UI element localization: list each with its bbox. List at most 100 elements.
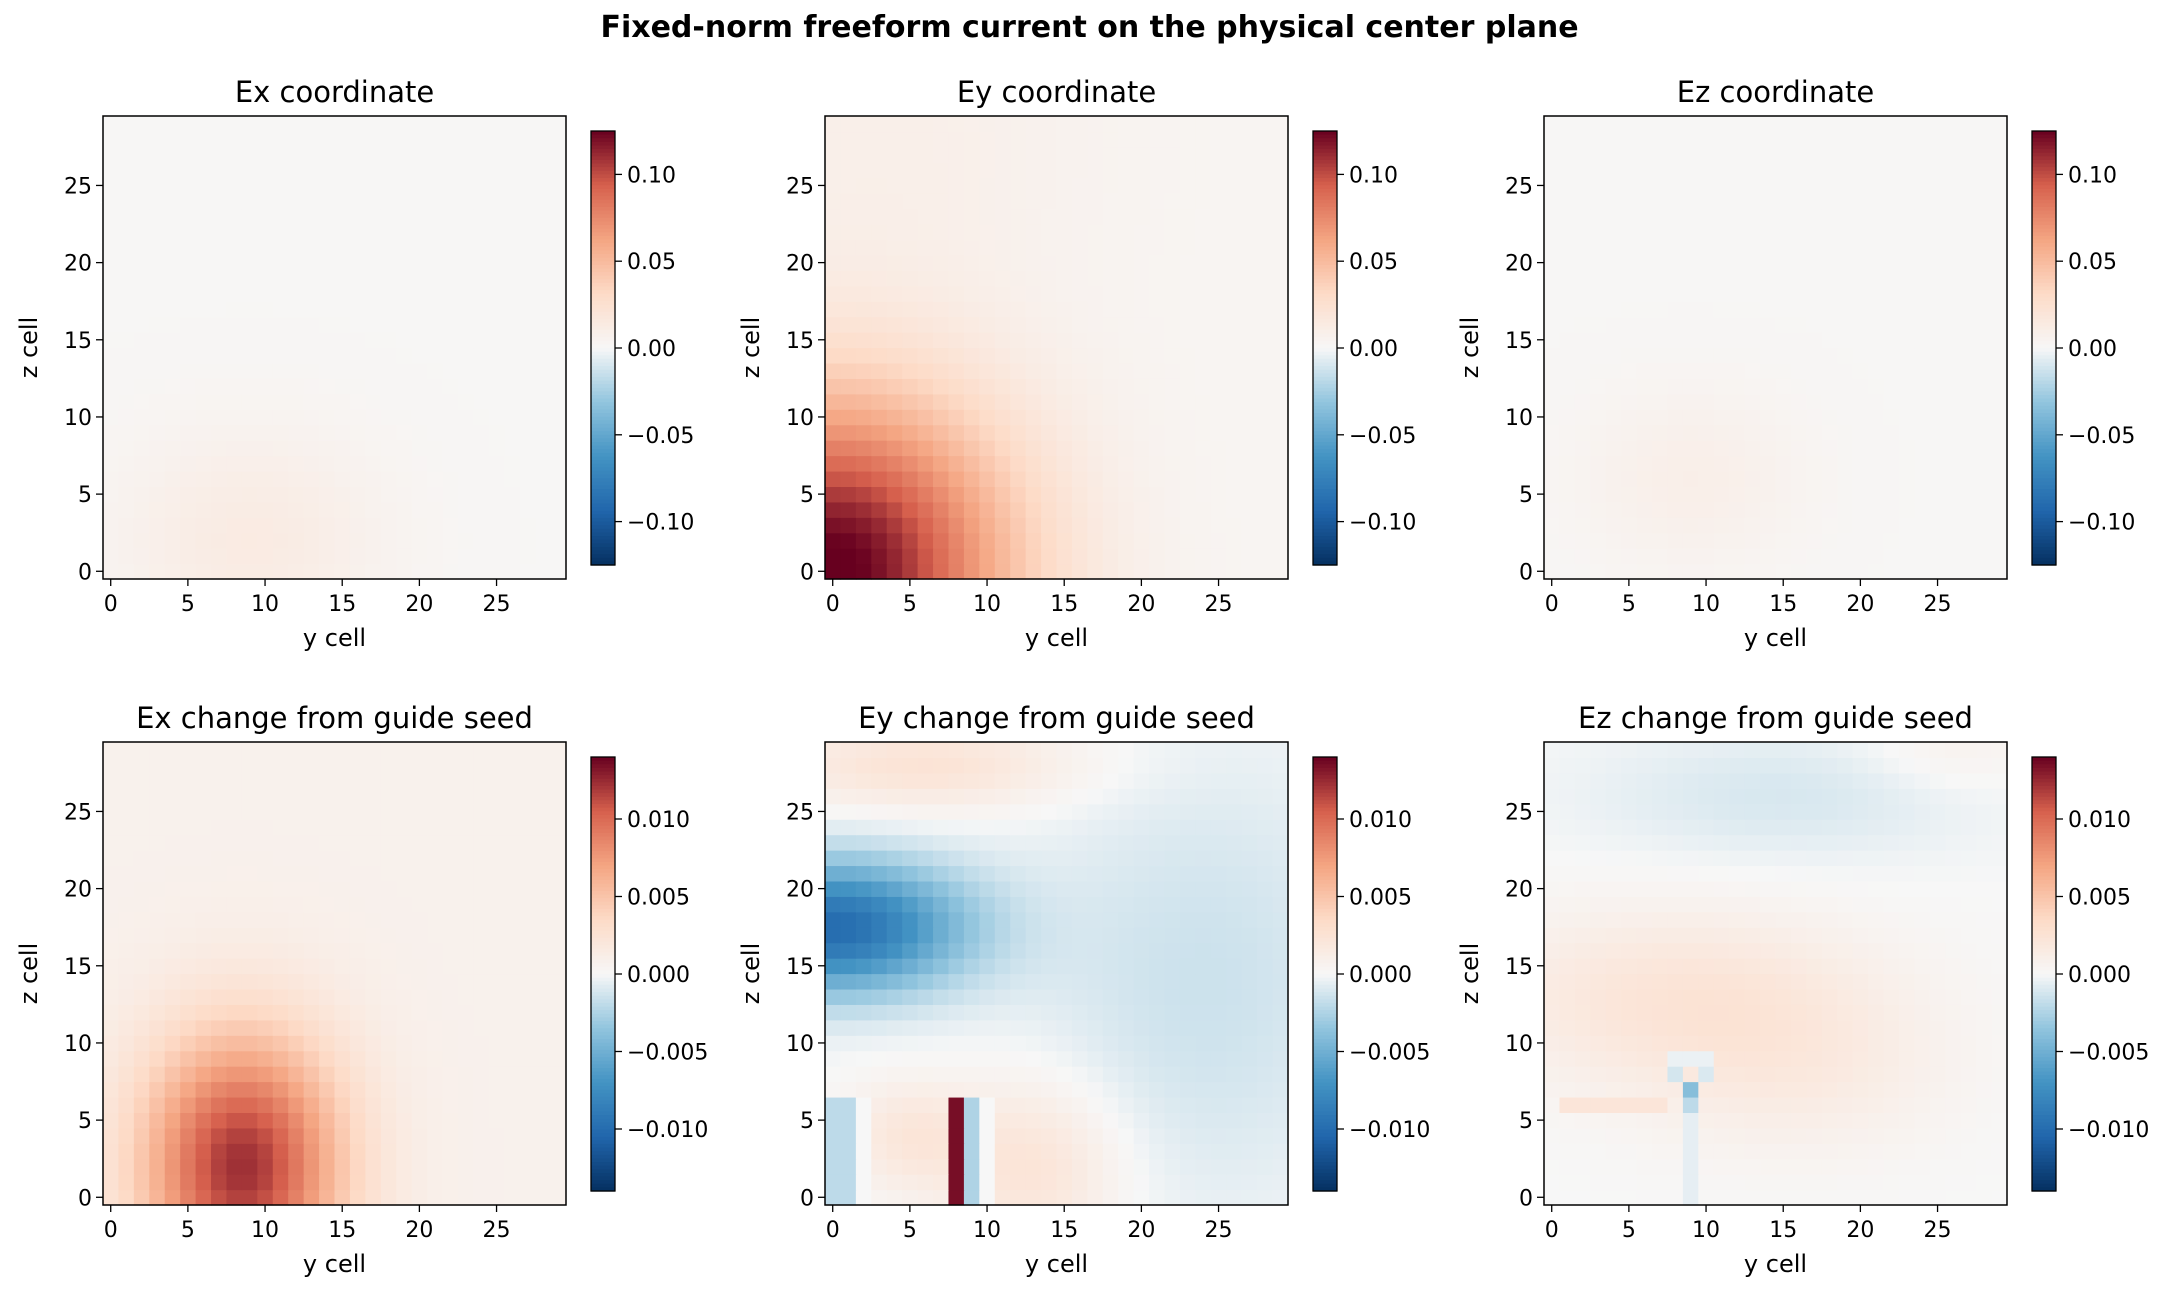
heatmap-cell	[1806, 501, 1823, 518]
heatmap-cell	[1025, 548, 1042, 565]
heatmap-cell	[180, 1112, 197, 1129]
heatmap-cell	[1071, 1004, 1088, 1021]
heatmap-cell	[1790, 347, 1807, 364]
colorbar-segment	[591, 1010, 615, 1015]
heatmap-cell	[979, 440, 996, 457]
heatmap-cell	[257, 362, 274, 379]
heatmap-cell	[1179, 865, 1196, 882]
heatmap-cell	[1852, 254, 1869, 271]
heatmap-cell	[519, 378, 536, 395]
heatmap-cell	[149, 1004, 166, 1021]
heatmap-cell	[1852, 501, 1869, 518]
heatmap-cell	[241, 532, 258, 549]
y-tick-label: 5	[78, 483, 92, 508]
heatmap-cell	[1698, 440, 1715, 457]
y-tick-label: 20	[64, 878, 92, 903]
heatmap-cell	[1164, 548, 1181, 565]
heatmap-cell	[1241, 1174, 1258, 1191]
heatmap-cell	[519, 347, 536, 364]
heatmap-cell	[1868, 239, 1885, 256]
colorbar-segment	[591, 948, 615, 953]
heatmap-cell	[886, 501, 903, 518]
heatmap-cell	[1102, 1096, 1119, 1113]
heatmap-cell	[963, 116, 980, 133]
heatmap-cell	[1195, 393, 1212, 410]
heatmap-cell	[319, 742, 336, 759]
heatmap-cell	[241, 911, 258, 928]
heatmap-cell	[473, 362, 490, 379]
heatmap-cell	[902, 1081, 919, 1098]
heatmap-cell	[1071, 988, 1088, 1005]
heatmap-cell	[319, 486, 336, 503]
heatmap-cell	[442, 393, 459, 410]
heatmap-cell	[1226, 927, 1243, 944]
heatmap-cell	[319, 332, 336, 349]
heatmap-cell	[303, 146, 320, 163]
heatmap-cell	[1025, 424, 1042, 441]
heatmap-cell	[994, 1112, 1011, 1129]
colorbar-segment	[1313, 528, 1337, 534]
heatmap-cell	[1257, 1096, 1274, 1113]
heatmap-cell	[871, 177, 888, 194]
heatmap-cell	[118, 470, 135, 487]
heatmap-cell	[1868, 424, 1885, 441]
heatmap-cell	[411, 958, 428, 975]
colorbar-segment	[591, 908, 615, 914]
heatmap-cell	[195, 1127, 212, 1144]
heatmap-cell	[1914, 146, 1931, 163]
colorbar-segment	[2032, 159, 2056, 165]
heatmap-cell	[1991, 517, 2008, 534]
heatmap-cell	[195, 301, 212, 318]
heatmap-cell	[1257, 1127, 1274, 1144]
heatmap-cell	[334, 131, 351, 148]
heatmap-cell	[504, 224, 521, 241]
heatmap-cell	[871, 1189, 888, 1206]
heatmap-cell	[1056, 1112, 1073, 1129]
heatmap-cell	[1164, 958, 1181, 975]
heatmap-cell	[288, 988, 305, 1005]
heatmap-cell	[427, 563, 444, 580]
heatmap-cell	[948, 548, 965, 565]
heatmap-cell	[933, 1189, 950, 1206]
colorbar-segment	[2032, 210, 2056, 215]
heatmap-cell	[118, 409, 135, 426]
heatmap-cell	[103, 424, 120, 441]
heatmap-cell	[840, 517, 857, 534]
heatmap-cell	[1133, 193, 1150, 210]
heatmap-cell	[1164, 301, 1181, 318]
colorbar-segment	[591, 308, 615, 313]
heatmap-cell	[272, 332, 289, 349]
heatmap-cell	[1559, 316, 1576, 333]
heatmap-cell	[211, 1081, 228, 1098]
y-tick-label: 20	[64, 252, 92, 277]
heatmap-cell	[550, 146, 567, 163]
heatmap-cell	[1821, 193, 1838, 210]
heatmap-cell	[1118, 850, 1135, 867]
colorbar-segment	[1313, 445, 1337, 450]
heatmap-cell	[886, 1189, 903, 1206]
heatmap-cell	[871, 1019, 888, 1036]
heatmap-cell	[380, 548, 397, 565]
heatmap-cell	[272, 1189, 289, 1206]
heatmap-cell	[1149, 1004, 1166, 1021]
heatmap-cell	[1071, 193, 1088, 210]
heatmap-cell	[473, 742, 490, 759]
heatmap-cell	[1775, 517, 1792, 534]
heatmap-cell	[1195, 896, 1212, 913]
heatmap-cell	[1883, 177, 1900, 194]
heatmap-cell	[855, 270, 872, 287]
heatmap-cell	[427, 177, 444, 194]
heatmap-cell	[1226, 239, 1243, 256]
heatmap-cell	[1929, 224, 1946, 241]
heatmap-cell	[1087, 563, 1104, 580]
heatmap-cell	[1133, 1096, 1150, 1113]
heatmap-cell	[1574, 224, 1591, 241]
heatmap-cell	[535, 911, 552, 928]
colorbar-segment	[591, 1143, 615, 1149]
heatmap-cell	[241, 850, 258, 867]
colorbar-tick-label: −0.10	[2068, 511, 2135, 536]
colorbar-segment	[591, 250, 615, 255]
heatmap-cell	[288, 1158, 305, 1175]
heatmap-cell	[1257, 942, 1274, 959]
